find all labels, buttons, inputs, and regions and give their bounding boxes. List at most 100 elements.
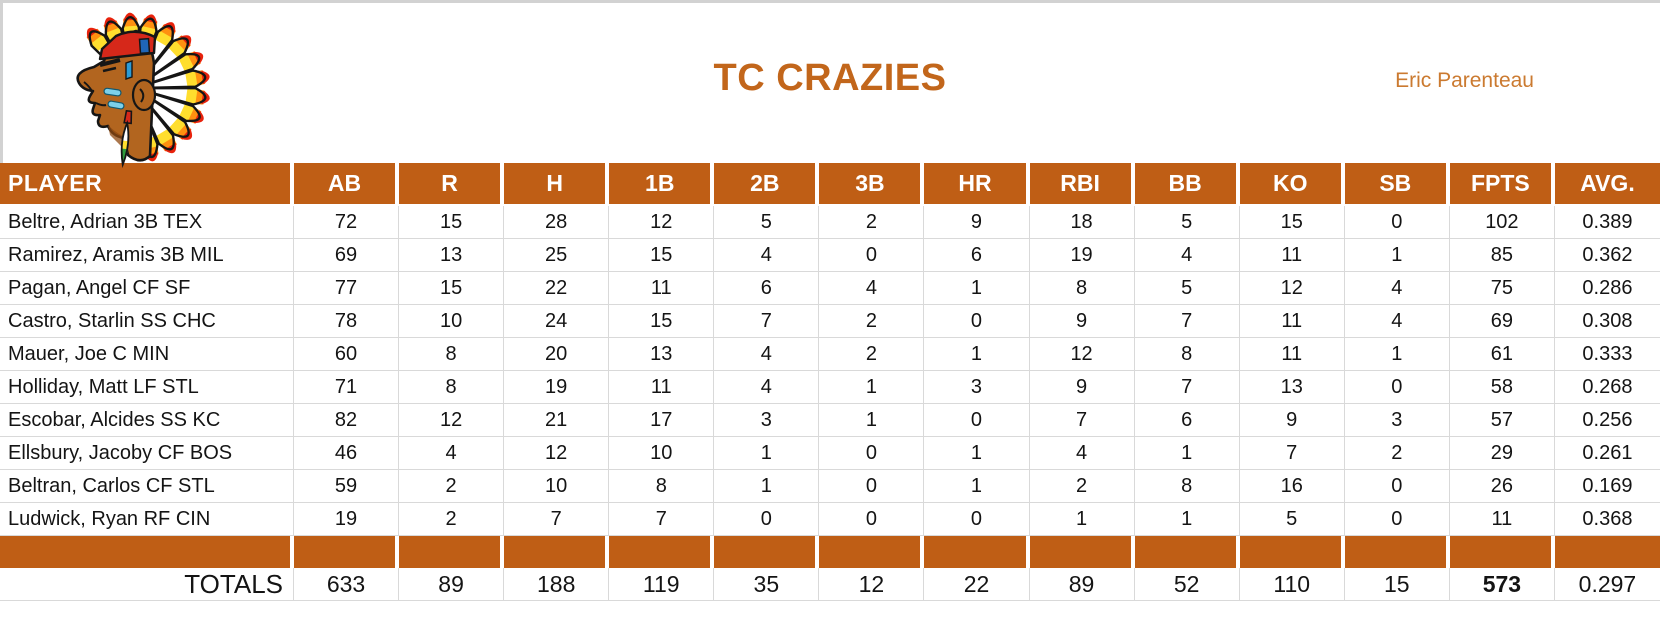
stat-cell[interactable]: 2 xyxy=(819,206,925,239)
stat-cell[interactable]: 29 xyxy=(1449,437,1555,470)
totals-cell[interactable]: 52 xyxy=(1134,568,1240,601)
stat-cell[interactable]: 12 xyxy=(399,404,505,437)
stat-cell[interactable]: 0.333 xyxy=(1554,338,1660,371)
stat-cell[interactable]: 13 xyxy=(609,338,715,371)
stat-cell[interactable]: 13 xyxy=(399,239,505,272)
stat-cell[interactable]: 8 xyxy=(1029,272,1135,305)
stat-cell[interactable]: 19 xyxy=(504,371,610,404)
stat-cell[interactable]: 0 xyxy=(819,437,925,470)
stat-cell[interactable]: 15 xyxy=(399,272,505,305)
stat-cell[interactable]: 69 xyxy=(1449,305,1555,338)
stat-cell[interactable]: 6 xyxy=(714,272,820,305)
stat-cell[interactable]: 11 xyxy=(609,272,715,305)
stat-cell[interactable]: 1 xyxy=(1134,437,1240,470)
stat-cell[interactable]: 15 xyxy=(1239,206,1345,239)
stat-cell[interactable]: 3 xyxy=(924,371,1030,404)
stat-cell[interactable]: 1 xyxy=(819,371,925,404)
stat-cell[interactable]: 12 xyxy=(1239,272,1345,305)
stat-cell[interactable]: 0.362 xyxy=(1554,239,1660,272)
player-cell[interactable]: Escobar, Alcides SS KC xyxy=(0,404,294,437)
stat-cell[interactable]: 9 xyxy=(1239,404,1345,437)
stat-cell[interactable]: 0 xyxy=(819,239,925,272)
totals-cell[interactable]: 89 xyxy=(1029,568,1135,601)
header-cell-player[interactable]: PLAYER xyxy=(0,163,294,206)
totals-cell[interactable]: 89 xyxy=(399,568,505,601)
stat-cell[interactable]: 16 xyxy=(1239,470,1345,503)
stat-cell[interactable]: 0.308 xyxy=(1554,305,1660,338)
stat-cell[interactable]: 28 xyxy=(504,206,610,239)
stat-cell[interactable]: 4 xyxy=(714,239,820,272)
stat-cell[interactable]: 0.268 xyxy=(1554,371,1660,404)
stat-cell[interactable]: 77 xyxy=(294,272,400,305)
stat-cell[interactable]: 11 xyxy=(1239,239,1345,272)
stat-cell[interactable]: 8 xyxy=(609,470,715,503)
stat-cell[interactable]: 19 xyxy=(1029,239,1135,272)
stat-cell[interactable]: 57 xyxy=(1449,404,1555,437)
stat-cell[interactable]: 0 xyxy=(924,305,1030,338)
stat-cell[interactable]: 0.256 xyxy=(1554,404,1660,437)
stat-cell[interactable]: 4 xyxy=(1134,239,1240,272)
totals-cell[interactable]: 633 xyxy=(294,568,400,601)
stat-cell[interactable]: 17 xyxy=(609,404,715,437)
stat-cell[interactable]: 4 xyxy=(714,338,820,371)
stat-cell[interactable]: 22 xyxy=(504,272,610,305)
stat-cell[interactable]: 10 xyxy=(399,305,505,338)
totals-cell[interactable]: 22 xyxy=(924,568,1030,601)
player-cell[interactable]: Castro, Starlin SS CHC xyxy=(0,305,294,338)
player-cell[interactable]: Mauer, Joe C MIN xyxy=(0,338,294,371)
stat-cell[interactable]: 8 xyxy=(1134,470,1240,503)
stat-cell[interactable]: 1 xyxy=(1344,239,1450,272)
stat-cell[interactable]: 71 xyxy=(294,371,400,404)
header-cell-1b[interactable]: 1B xyxy=(609,163,715,206)
header-cell-bb[interactable]: BB xyxy=(1134,163,1240,206)
stat-cell[interactable]: 1 xyxy=(714,470,820,503)
stat-cell[interactable]: 0 xyxy=(924,503,1030,536)
stat-cell[interactable]: 0 xyxy=(1344,206,1450,239)
header-cell-ab[interactable]: AB xyxy=(294,163,400,206)
player-cell[interactable]: Ludwick, Ryan RF CIN xyxy=(0,503,294,536)
player-cell[interactable]: Beltre, Adrian 3B TEX xyxy=(0,206,294,239)
player-cell[interactable]: Beltran, Carlos CF STL xyxy=(0,470,294,503)
stat-cell[interactable]: 0.389 xyxy=(1554,206,1660,239)
stat-cell[interactable]: 75 xyxy=(1449,272,1555,305)
stat-cell[interactable]: 15 xyxy=(399,206,505,239)
player-cell[interactable]: Ellsbury, Jacoby CF BOS xyxy=(0,437,294,470)
totals-cell[interactable]: 15 xyxy=(1344,568,1450,601)
stat-cell[interactable]: 26 xyxy=(1449,470,1555,503)
stat-cell[interactable]: 7 xyxy=(1029,404,1135,437)
stat-cell[interactable]: 7 xyxy=(714,305,820,338)
stat-cell[interactable]: 11 xyxy=(1239,305,1345,338)
stat-cell[interactable]: 11 xyxy=(1239,338,1345,371)
stat-cell[interactable]: 2 xyxy=(399,470,505,503)
stat-cell[interactable]: 1 xyxy=(1344,338,1450,371)
totals-cell[interactable]: 188 xyxy=(504,568,610,601)
stat-cell[interactable]: 1 xyxy=(1134,503,1240,536)
header-cell-h[interactable]: H xyxy=(504,163,610,206)
stat-cell[interactable]: 5 xyxy=(1239,503,1345,536)
stat-cell[interactable]: 46 xyxy=(294,437,400,470)
stat-cell[interactable]: 4 xyxy=(819,272,925,305)
stat-cell[interactable]: 10 xyxy=(609,437,715,470)
stat-cell[interactable]: 72 xyxy=(294,206,400,239)
stat-cell[interactable]: 2 xyxy=(1029,470,1135,503)
stat-cell[interactable]: 9 xyxy=(1029,305,1135,338)
stat-cell[interactable]: 2 xyxy=(819,338,925,371)
header-cell-hr[interactable]: HR xyxy=(924,163,1030,206)
stat-cell[interactable]: 4 xyxy=(1344,272,1450,305)
stat-cell[interactable]: 15 xyxy=(609,305,715,338)
stat-cell[interactable]: 11 xyxy=(1449,503,1555,536)
stat-cell[interactable]: 0 xyxy=(1344,371,1450,404)
stat-cell[interactable]: 1 xyxy=(1029,503,1135,536)
totals-cell[interactable]: 119 xyxy=(609,568,715,601)
stat-cell[interactable]: 4 xyxy=(1029,437,1135,470)
stat-cell[interactable]: 69 xyxy=(294,239,400,272)
stat-cell[interactable]: 5 xyxy=(714,206,820,239)
header-cell-avg[interactable]: AVG. xyxy=(1554,163,1660,206)
totals-label[interactable]: TOTALS xyxy=(0,568,294,601)
stat-cell[interactable]: 12 xyxy=(609,206,715,239)
stat-cell[interactable]: 1 xyxy=(924,470,1030,503)
stat-cell[interactable]: 0 xyxy=(1344,470,1450,503)
stat-cell[interactable]: 10 xyxy=(504,470,610,503)
stat-cell[interactable]: 8 xyxy=(399,371,505,404)
stat-cell[interactable]: 7 xyxy=(504,503,610,536)
